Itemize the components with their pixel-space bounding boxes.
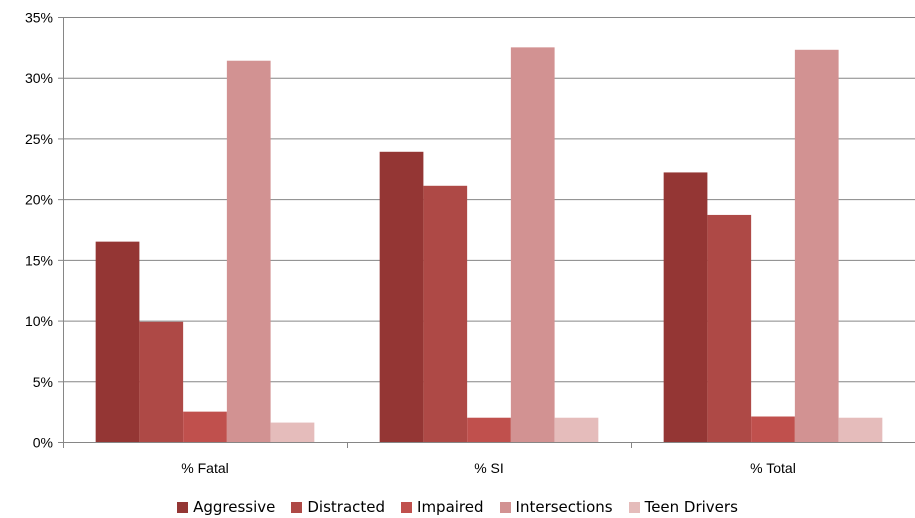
y-tick-label: 10%: [25, 313, 53, 329]
legend: Aggressive Distracted Impaired Intersection…: [0, 496, 915, 518]
bar-distracted-0: [139, 321, 184, 442]
bar-teen-drivers-0: [270, 422, 315, 442]
bar-impaired-0: [183, 411, 227, 442]
legend-swatch: [177, 501, 189, 513]
legend-item: Teen Drivers: [628, 498, 738, 516]
legend-swatch: [291, 501, 303, 513]
x-tick-label: % Total: [750, 460, 796, 476]
gridlines: [63, 17, 915, 383]
legend-label: Intersections: [515, 498, 613, 516]
legend-item: Distracted: [291, 498, 385, 516]
y-tick-label: 30%: [25, 70, 53, 86]
bar-intersections-1: [510, 47, 555, 442]
bar-impaired-2: [751, 416, 795, 442]
bar-distracted-2: [707, 214, 752, 442]
chart: 0% 5% 10% 15% 20% 25% 30% 35% % Fatal % SI % Tota…: [25, 10, 915, 476]
y-tick-label: 15%: [25, 252, 53, 268]
legend-item: Impaired: [401, 498, 484, 516]
y-tick-label: 5%: [33, 374, 53, 390]
bar-distracted-1: [423, 185, 468, 443]
x-tick-label: % Fatal: [181, 460, 228, 476]
legend-swatch: [499, 501, 511, 513]
bar-aggressive-0: [95, 241, 140, 442]
bar-impaired-1: [467, 417, 511, 442]
bar-teen-drivers-2: [838, 417, 883, 442]
x-tick-label: % SI: [474, 460, 504, 476]
legend-label: Teen Drivers: [644, 498, 738, 516]
y-axis: 0% 5% 10% 15% 20% 25% 30% 35%: [25, 10, 64, 451]
bars: [95, 47, 883, 443]
legend-label: Aggressive: [193, 498, 276, 516]
bar-aggressive-2: [663, 172, 708, 442]
bar-aggressive-1: [379, 151, 424, 443]
bar-intersections-0: [226, 60, 271, 442]
legend-item: Aggressive: [177, 498, 275, 516]
y-tick-label: 35%: [25, 10, 53, 26]
legend-label: Distracted: [307, 498, 386, 516]
y-tick-label: 25%: [25, 131, 53, 147]
legend-item: Intersections: [499, 498, 613, 516]
bar-teen-drivers-1: [554, 417, 599, 442]
y-tick-label: 0%: [33, 435, 53, 451]
legend-label: Impaired: [417, 498, 484, 516]
x-axis: % Fatal % SI % Total: [63, 442, 915, 476]
legend-swatch: [401, 501, 413, 513]
legend-swatch: [628, 501, 640, 513]
bar-intersections-2: [794, 49, 839, 443]
y-tick-label: 20%: [25, 192, 53, 208]
